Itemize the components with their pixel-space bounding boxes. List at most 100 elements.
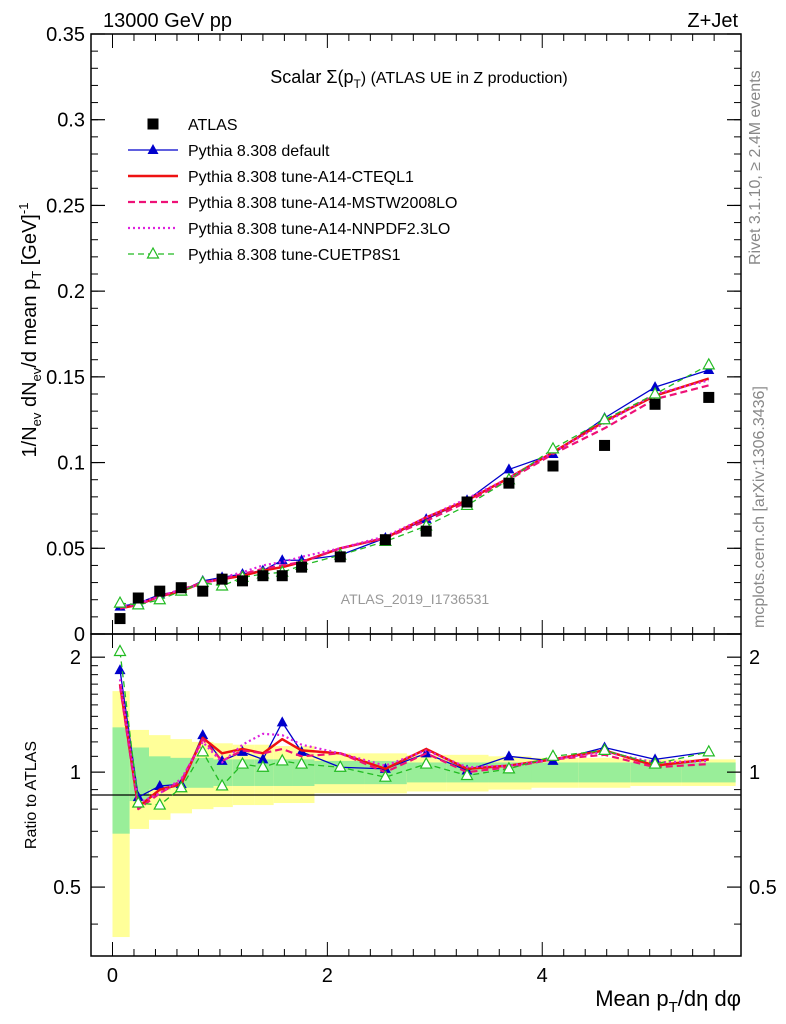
main-y-axis-label: 1/Nev dNev/d mean pT [GeV]-1	[16, 203, 44, 458]
title-part: Scalar Σ(p	[270, 67, 353, 87]
chart-title: Scalar Σ(pT) (ATLAS UE in Z production)	[270, 67, 567, 91]
x-tick-label: 0	[107, 965, 118, 987]
ratio-series-point	[256, 759, 270, 772]
legend-entry-pythia-8-308-default: Pythia 8.308 default	[128, 143, 330, 160]
series-point	[276, 554, 288, 565]
data-point	[503, 477, 515, 489]
data-point	[276, 570, 288, 582]
series-pythia-8-308-tune-a14-mstw2008lo	[119, 384, 710, 610]
ratio-y-tick-label-right: 2	[749, 647, 760, 669]
ratio-series-point	[598, 743, 612, 756]
ratio-series-point	[236, 745, 248, 756]
legend-entry-pythia-8-308-tune-a14-nnpdf2-3lo: Pythia 8.308 tune-A14-NNPDF2.3LO	[128, 221, 450, 238]
ratio-series-point	[275, 753, 289, 766]
ratio-series-point	[174, 780, 188, 793]
title-sub: T	[353, 77, 361, 91]
ratio-y-axis-label: Ratio to ATLAS	[23, 741, 40, 849]
ratio-series-point	[460, 768, 474, 781]
data-point	[154, 585, 166, 597]
ratio-stat-uncertainty-band	[191, 757, 214, 788]
series-point	[546, 441, 560, 454]
ratio-series-point	[257, 753, 269, 764]
legend-entry-pythia-8-308-tune-a14-mstw2008lo: Pythia 8.308 tune-A14-MSTW2008LO	[128, 195, 457, 212]
series-line	[119, 369, 709, 608]
main-y-tick-label: 0.35	[46, 24, 85, 46]
energy-label: 13000 GeV pp	[103, 10, 232, 32]
ratio-series-point	[295, 756, 309, 769]
data-point	[703, 391, 715, 403]
series-point	[113, 595, 127, 608]
data-point	[236, 575, 248, 587]
legend-marker	[146, 246, 160, 259]
legend-entry-atlas: ATLAS	[147, 117, 238, 134]
ratio-y-tick-label-right: 0.5	[749, 877, 777, 899]
ratio-series-point	[503, 750, 515, 761]
ratio-series-point	[196, 744, 210, 757]
legend-entry-pythia-8-308-tune-cuetp8s1: Pythia 8.308 tune-CUETP8S1	[128, 246, 401, 264]
ratio-stat-uncertainty-band	[681, 762, 736, 783]
ratio-stat-uncertainty-band	[273, 759, 293, 786]
ratio-series-point	[419, 756, 433, 769]
ratio-y-tick-label: 2	[70, 647, 81, 669]
data-point	[379, 534, 391, 546]
ratio-stat-uncertainty-band	[170, 757, 192, 788]
ratio-series-point	[154, 779, 166, 790]
x-tick-label: 4	[537, 965, 548, 987]
ratio-plot-panel: 0.5 0.5 1 1 2 2 0 2 4 Ratio to ATLAS Mean pT/dη …	[23, 633, 777, 1016]
series-point	[503, 463, 515, 474]
series-point	[131, 597, 145, 610]
ratio-series-point	[114, 664, 126, 675]
main-plot-panel: 0 0.05 0.1 0.15 0.2 0.25 0.3 0.35 Scalar Σ(pT) …	[16, 24, 742, 646]
series-point	[648, 386, 662, 399]
ratio-series-point	[276, 716, 288, 727]
analysis-watermark: ATLAS_2019_I1736531	[341, 591, 490, 607]
main-y-tick-label: 0	[74, 624, 85, 646]
series-atlas	[114, 391, 715, 625]
ratio-stat-uncertainty-band	[314, 760, 365, 785]
main-y-tick-label: 0.05	[46, 538, 85, 560]
ratio-y-tick-label: 1	[70, 762, 81, 784]
series-pythia-8-308-tune-cuetp8s1	[113, 357, 716, 610]
legend-marker	[147, 118, 159, 130]
main-y-tick-label: 0.25	[46, 195, 85, 217]
ratio-stat-uncertainty-band	[254, 759, 274, 786]
main-y-tick-label: 0.15	[46, 367, 85, 389]
legend-entry-pythia-8-308-tune-a14-cteql1: Pythia 8.308 tune-A14-CTEQL1	[128, 169, 414, 186]
data-point	[461, 496, 473, 508]
main-y-tick-label: 0.1	[57, 453, 85, 475]
data-point	[132, 592, 144, 604]
legend: ATLAS Pythia 8.308 default Pythia 8.308 tu…	[128, 117, 457, 264]
ratio-series-pythia-8-308-tune-cuetp8s1	[113, 644, 716, 810]
ratio-series-point	[502, 761, 516, 774]
x-axis-label: Mean pT/dη dφ	[595, 986, 741, 1016]
data-point	[216, 573, 228, 585]
data-point	[197, 585, 209, 597]
series-pythia-8-308-default	[114, 364, 715, 611]
ratio-uncertainty-bands	[112, 691, 736, 938]
legend-label: Pythia 8.308 tune-A14-CTEQL1	[188, 169, 414, 186]
ratio-plot-frame	[90, 633, 742, 957]
ratio-series-point	[235, 756, 250, 769]
series-line	[119, 364, 710, 606]
ratio-series-point	[113, 644, 127, 657]
series-line	[119, 384, 710, 610]
data-point	[296, 561, 308, 573]
ratio-stat-uncertainty-band	[149, 756, 171, 790]
chart-title-text: Scalar Σ(pT) (ATLAS UE in Z production)	[270, 67, 567, 91]
legend-label: Pythia 8.308 tune-A14-MSTW2008LO	[188, 195, 457, 212]
ratio-series-point	[333, 759, 347, 772]
series-point	[598, 412, 612, 425]
data-point	[420, 525, 432, 537]
legend-label: Pythia 8.308 tune-CUETP8S1	[188, 247, 401, 264]
ratio-series-pythia-8-308-tune-a14-nnpdf2-3lo	[118, 679, 709, 805]
mcplots-label: mcplots.cern.ch [arXiv:1306.3436]	[751, 386, 768, 628]
legend-label: Pythia 8.308 default	[188, 143, 330, 160]
ratio-series-point	[378, 769, 392, 782]
rivet-label: Rivet 3.1.10, ≥ 2.4M events	[747, 70, 764, 265]
data-point	[175, 582, 187, 594]
x-tick-label: 2	[322, 965, 333, 987]
legend-label: Pythia 8.308 tune-A14-NNPDF2.3LO	[188, 221, 450, 238]
series-point	[649, 381, 661, 392]
ratio-series-point	[197, 729, 209, 740]
